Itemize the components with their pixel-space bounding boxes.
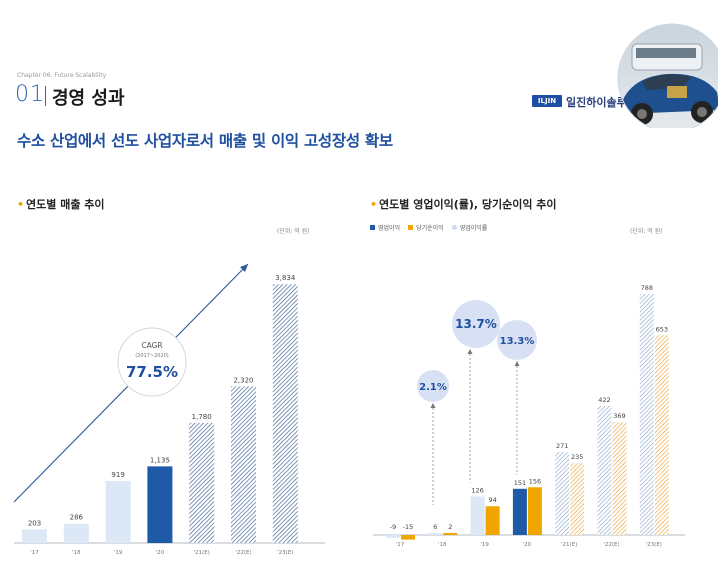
operating-profit-bar [555, 452, 570, 535]
profit-tick-label: '21(E) [561, 542, 577, 548]
revenue-value-label: 2,320 [233, 376, 253, 384]
net-income-label: 235 [571, 453, 583, 461]
operating-profit-bar [428, 533, 443, 535]
revenue-chart: 203 '17 286 '18 919 '19 1,135 '20 1,780 '21(E) 2,3… [13, 263, 325, 556]
profit-tick-label: '23(E) [646, 542, 662, 548]
revenue-value-label: 1,135 [150, 456, 170, 464]
revenue-bar [22, 529, 47, 543]
arrow-up-icon [430, 403, 436, 408]
net-income-label: 369 [613, 412, 625, 420]
cagr-label: CAGR [141, 341, 162, 350]
operating-profit-bar [470, 496, 485, 535]
net-income-bar [401, 535, 415, 540]
legend-net-income: 당기순이익 [408, 223, 444, 232]
margin-bubble [452, 300, 500, 348]
legend-operating-margin: 영업이익률 [451, 223, 487, 232]
profit-legend: 영업이익 당기순이익 영업이익률 [370, 223, 487, 232]
profit-tick-label: '18 [438, 542, 447, 548]
net-income-bar [527, 487, 542, 535]
vehicle-image [617, 23, 718, 128]
revenue-value-label: 203 [28, 519, 41, 527]
bullet-icon: • [370, 198, 378, 211]
net-income-label: 653 [656, 325, 668, 333]
profit-chart-title: • 연도별 영업이익(률), 당기순이익 추이 [370, 198, 557, 211]
revenue-tick-label: '19 [114, 550, 123, 556]
revenue-bar [63, 523, 89, 543]
revenue-chart-title: • 연도별 매출 추이 [17, 198, 105, 211]
profit-tick-label: '20 [523, 542, 532, 548]
revenue-value-label: 1,780 [192, 413, 212, 421]
revenue-value-label: 919 [111, 471, 124, 479]
arrow-up-icon [514, 361, 520, 366]
margin-value: 2.1% [419, 382, 447, 393]
net-income-bar [443, 533, 458, 535]
revenue-tick-label: '21(E) [194, 550, 210, 556]
revenue-bar [105, 480, 131, 543]
cagr-value: 77.5% [126, 363, 178, 381]
revenue-tick-label: '18 [72, 550, 81, 556]
margin-bubble [417, 370, 449, 402]
logo-name: 일진하이솔루스 [566, 96, 637, 109]
operating-profit-bar [386, 535, 400, 538]
legend-swatch [370, 225, 375, 230]
operating-profit-bar [639, 293, 654, 535]
net-income-bar [570, 463, 585, 535]
revenue-value-label: 286 [70, 514, 84, 522]
operating-profit-label: 788 [641, 284, 653, 292]
cagr-bubble [117, 327, 187, 397]
operating-profit-bar [597, 405, 612, 535]
net-income-label: -15 [403, 523, 414, 531]
operating-profit-bar [512, 488, 527, 535]
profit-unit: (단위: 억 원) [630, 228, 663, 235]
margin-value: 13.3% [500, 336, 535, 347]
revenue-tick-label: '23(E) [277, 550, 293, 556]
legend-swatch [408, 225, 414, 230]
operating-profit-label: 422 [598, 396, 610, 404]
bullet-icon: • [17, 198, 25, 211]
revenue-value-label: 3,834 [275, 274, 296, 282]
operating-profit-label: 271 [556, 442, 568, 450]
revenue-bar [231, 386, 256, 543]
net-income-label: 2 [448, 523, 452, 531]
legend-operating-profit: 영업이익 [370, 223, 400, 232]
operating-profit-label: 6 [433, 523, 437, 531]
revenue-bar [147, 466, 173, 543]
profit-tick-label: '19 [480, 542, 489, 548]
profit-tick-label: '17 [396, 542, 405, 548]
revenue-unit: (단위: 억 원) [277, 228, 310, 235]
cagr-period: (2017~2020) [135, 353, 169, 359]
margin-bubble [497, 320, 537, 360]
revenue-tick-label: '17 [30, 550, 39, 556]
profit-tick-label: '22(E) [603, 542, 619, 548]
operating-profit-label: 126 [471, 486, 483, 494]
revenue-tick-label: '22(E) [235, 550, 251, 556]
headline: 수소 산업에서 선도 사업자로서 매출 및 이익 고성장성 확보 [17, 132, 393, 150]
section-number: 01 [15, 82, 45, 107]
logo-mark: ILJIN [532, 95, 562, 107]
revenue-bar [189, 422, 215, 543]
chapter-label: Chapter 06. Future Scalability [17, 72, 107, 79]
revenue-bar [272, 284, 298, 543]
arrow-up-icon [467, 349, 473, 354]
section-divider [45, 86, 46, 106]
revenue-tick-label: '20 [156, 550, 165, 556]
legend-swatch [451, 225, 457, 230]
section-title: 경영 성과 [52, 88, 125, 109]
growth-arrow-head-icon [240, 264, 248, 272]
margin-value: 13.7% [455, 317, 497, 331]
net-income-bar [612, 422, 627, 535]
net-income-bar [654, 335, 669, 535]
net-income-label: 94 [488, 496, 496, 504]
operating-profit-label: 151 [514, 479, 526, 487]
net-income-bar [485, 506, 500, 535]
operating-profit-label: -9 [390, 523, 396, 531]
net-income-label: 156 [529, 477, 541, 485]
